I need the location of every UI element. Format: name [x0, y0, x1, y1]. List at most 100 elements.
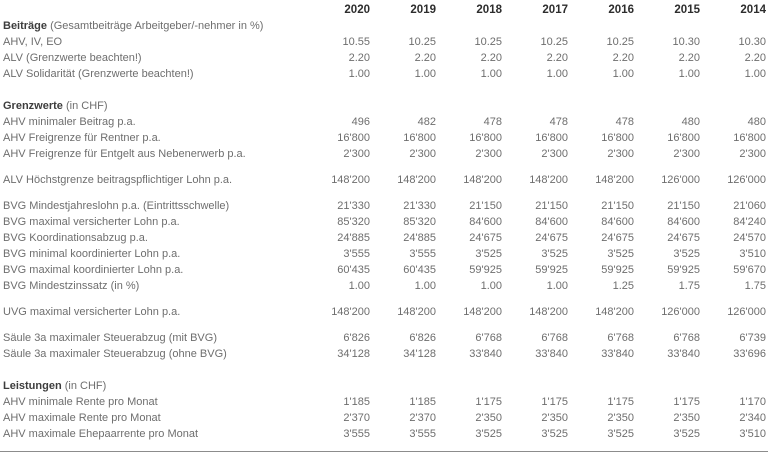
year-header: 2014 [740, 4, 766, 16]
table-body: Beiträge (Gesamtbeiträge Arbeitgeber/-ne… [0, 18, 768, 442]
data-row: AHV Freigrenze für Entgelt aus Nebenerwe… [0, 146, 768, 162]
value-cell: 21'150 [601, 200, 634, 212]
value-cell: 2'350 [541, 412, 568, 424]
data-row: UVG maximal versicherter Lohn p.a. 148'20… [0, 304, 768, 320]
value-cell: 148'200 [529, 174, 568, 186]
section-title-bold: Leistungen [3, 380, 62, 392]
data-row: AHV minimaler Beitrag p.a. 496 482 478 478 47… [0, 114, 768, 130]
value-cell: 1.75 [744, 280, 766, 292]
data-row: Säule 3a maximaler Steuerabzug (ohne BVG… [0, 346, 768, 362]
data-row: ALV (Grenzwerte beachten!) 2.20 2.20 2.20 2.… [0, 50, 768, 66]
value-cell: 24'675 [601, 232, 634, 244]
value-cell: 2'300 [343, 148, 370, 160]
section-title-note: (in CHF) [61, 380, 107, 392]
value-cell: 1.00 [480, 68, 502, 80]
value-cell: 1.00 [348, 280, 370, 292]
row-label: AHV maximale Rente pro Monat [3, 412, 161, 424]
value-cell: 84'600 [535, 216, 568, 228]
value-cell: 2.20 [480, 52, 502, 64]
row-label: BVG Mindestzinssatz (in %) [3, 280, 140, 292]
value-cell: 6'739 [739, 332, 766, 344]
data-row: AHV Freigrenze für Rentner p.a. 16'800 16'… [0, 130, 768, 146]
value-cell: 59'925 [469, 264, 502, 276]
value-cell: 59'670 [733, 264, 766, 276]
value-cell: 6'768 [607, 332, 634, 344]
row-label: BVG maximal versicherter Lohn p.a. [3, 216, 180, 228]
value-cell: 2'350 [607, 412, 634, 424]
value-cell: 1'185 [409, 396, 436, 408]
value-cell: 2'350 [673, 412, 700, 424]
value-cell: 126'000 [727, 174, 766, 186]
value-cell: 2'340 [739, 412, 766, 424]
value-cell: 1.75 [678, 280, 700, 292]
value-cell: 2'370 [409, 412, 436, 424]
value-cell: 3'555 [343, 248, 370, 260]
value-cell: 16'800 [733, 132, 766, 144]
section-title-row: Leistungen (in CHF) [0, 378, 768, 394]
value-cell: 33'840 [601, 348, 634, 360]
value-cell: 10.30 [672, 36, 700, 48]
value-cell: 1.00 [678, 68, 700, 80]
value-cell: 1.00 [546, 280, 568, 292]
value-cell: 2'300 [739, 148, 766, 160]
value-cell: 2.20 [744, 52, 766, 64]
value-cell: 59'925 [601, 264, 634, 276]
section-title: Leistungen (in CHF) [0, 378, 768, 394]
value-cell: 478 [549, 116, 568, 128]
section-title-note: (Gesamtbeiträge Arbeitgeber/-nehmer in %… [47, 20, 264, 32]
row-label: ALV (Grenzwerte beachten!) [3, 52, 142, 64]
value-cell: 480 [747, 116, 766, 128]
value-cell: 2'300 [409, 148, 436, 160]
value-cell: 24'675 [535, 232, 568, 244]
value-cell: 1.25 [612, 280, 634, 292]
row-label: BVG minimal koordinierter Lohn p.a. [3, 248, 181, 260]
value-cell: 3'525 [541, 248, 568, 260]
year-header: 2019 [410, 4, 436, 16]
value-cell: 34'128 [337, 348, 370, 360]
value-cell: 59'925 [667, 264, 700, 276]
row-label: ALV Solidarität (Grenzwerte beachten!) [3, 68, 194, 80]
value-cell: 126'000 [661, 306, 700, 318]
value-cell: 34'128 [403, 348, 436, 360]
value-cell: 2'350 [475, 412, 502, 424]
value-cell: 24'885 [337, 232, 370, 244]
value-cell: 3'525 [607, 428, 634, 440]
value-cell: 3'525 [673, 428, 700, 440]
value-cell: 1.00 [348, 68, 370, 80]
row-label: UVG maximal versicherter Lohn p.a. [3, 306, 181, 318]
value-cell: 1'170 [739, 396, 766, 408]
data-row: BVG Koordinationsabzug p.a. 24'885 24'885 2… [0, 230, 768, 246]
value-cell: 3'525 [607, 248, 634, 260]
value-cell: 148'200 [331, 174, 370, 186]
value-cell: 6'768 [475, 332, 502, 344]
value-cell: 3'525 [475, 428, 502, 440]
value-cell: 84'240 [733, 216, 766, 228]
value-cell: 126'000 [661, 174, 700, 186]
value-cell: 2.20 [678, 52, 700, 64]
year-header: 2016 [608, 4, 634, 16]
value-cell: 85'320 [403, 216, 436, 228]
value-cell: 148'200 [397, 174, 436, 186]
value-cell: 59'925 [535, 264, 568, 276]
value-cell: 2.20 [414, 52, 436, 64]
value-cell: 60'435 [403, 264, 436, 276]
data-row: AHV, IV, EO 10.55 10.25 10.25 10.25 10.25 10.3… [0, 34, 768, 50]
data-row: ALV Solidarität (Grenzwerte beachten!) 1.… [0, 66, 768, 82]
value-cell: 10.30 [738, 36, 766, 48]
value-cell: 1.00 [546, 68, 568, 80]
value-cell: 1'175 [541, 396, 568, 408]
data-row: ALV Höchstgrenze beitragspflichtiger Loh… [0, 172, 768, 188]
value-cell: 33'696 [733, 348, 766, 360]
row-label: AHV, IV, EO [3, 36, 63, 48]
value-cell: 2.20 [546, 52, 568, 64]
value-cell: 148'200 [463, 306, 502, 318]
value-cell: 1.00 [744, 68, 766, 80]
value-cell: 2'370 [343, 412, 370, 424]
value-cell: 21'150 [469, 200, 502, 212]
value-cell: 21'330 [403, 200, 436, 212]
row-label: AHV Freigrenze für Entgelt aus Nebenerwe… [3, 148, 246, 160]
value-cell: 24'885 [403, 232, 436, 244]
row-label: ALV Höchstgrenze beitragspflichtiger Loh… [3, 174, 233, 186]
data-row: AHV minimale Rente pro Monat 1'185 1'185 1'… [0, 394, 768, 410]
value-cell: 148'200 [397, 306, 436, 318]
